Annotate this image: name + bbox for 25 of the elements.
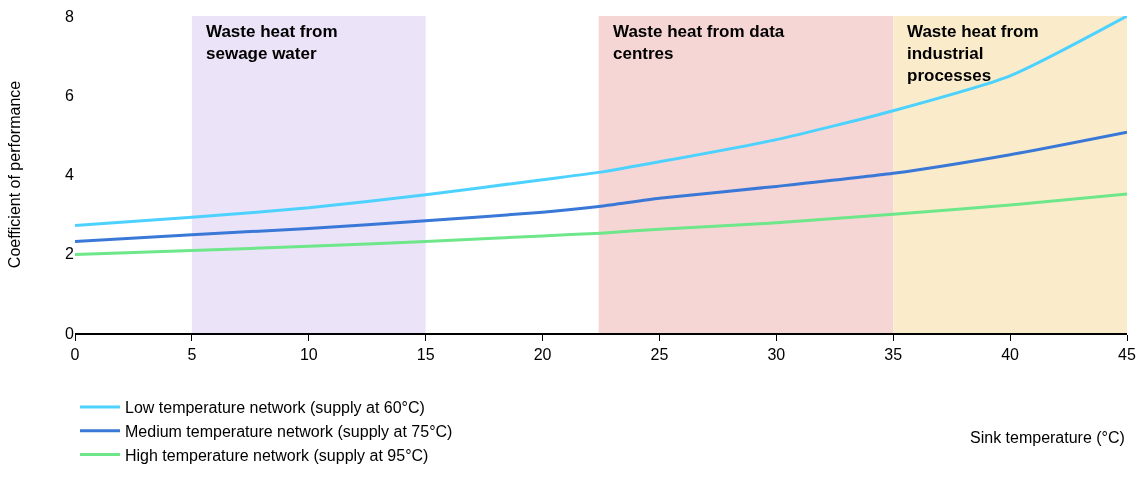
x-tick-label: 20	[533, 346, 552, 364]
x-tick-label: 35	[884, 346, 903, 364]
legend-label: High temperature network (supply at 95°C)	[125, 446, 429, 464]
y-tick-label: 6	[65, 86, 75, 104]
x-tick-label: 10	[299, 346, 318, 364]
x-tick-label: 40	[1001, 346, 1020, 364]
x-tick-label: 30	[767, 346, 786, 364]
x-tick-label: 5	[187, 346, 197, 364]
x-tick-label: 45	[1118, 346, 1136, 364]
y-tick-label: 8	[65, 7, 75, 25]
y-tick-label: 4	[65, 166, 75, 184]
legend-label: Medium temperature network (supply at 75°C)	[125, 423, 453, 440]
band-label: Waste heat from data centres	[613, 22, 785, 64]
x-tick-label: 15	[416, 346, 435, 364]
x-tick-label: 25	[650, 346, 669, 364]
y-tick-label: 2	[65, 245, 75, 263]
line-series	[75, 16, 1127, 228]
line-series	[75, 192, 1127, 257]
x-axis-title: Sink temperature (°C)	[970, 429, 1125, 446]
y-axis-title: Coefficient of performance	[5, 80, 23, 269]
band-label: Waste heat from industrial processes	[907, 22, 1039, 86]
band-label: Waste heat from sewage water	[206, 22, 338, 64]
legend-label: Low temperature network (supply at 60°C)	[125, 399, 425, 417]
line-series	[75, 130, 1127, 243]
y-tick-label: 0	[65, 324, 75, 342]
